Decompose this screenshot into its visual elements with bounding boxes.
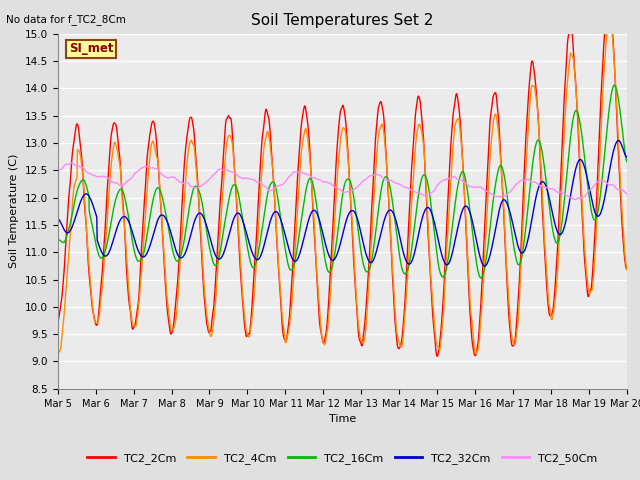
- TC2_32Cm: [166, 228, 174, 234]
- TC2_2Cm: [605, 2, 613, 8]
- TC2_2Cm: [244, 331, 252, 336]
- Line: TC2_2Cm: TC2_2Cm: [58, 5, 627, 356]
- TC2_4Cm: [623, 267, 631, 273]
- Text: SI_met: SI_met: [69, 42, 113, 56]
- TC2_16Cm: [623, 159, 631, 165]
- TC2_32Cm: [180, 252, 188, 258]
- TC2_4Cm: [556, 219, 564, 225]
- TC2_50Cm: [54, 167, 61, 173]
- TC2_32Cm: [623, 155, 631, 160]
- TC2_16Cm: [180, 237, 188, 243]
- Line: TC2_16Cm: TC2_16Cm: [58, 85, 627, 278]
- TC2_16Cm: [477, 275, 485, 281]
- TC2_2Cm: [433, 353, 441, 359]
- TC2_4Cm: [54, 348, 61, 353]
- TC2_32Cm: [54, 216, 61, 222]
- TC2_16Cm: [556, 233, 564, 239]
- TC2_50Cm: [431, 186, 439, 192]
- TC2_32Cm: [481, 263, 488, 269]
- TC2_2Cm: [506, 323, 513, 328]
- TC2_50Cm: [68, 160, 76, 166]
- TC2_32Cm: [614, 138, 622, 144]
- TC2_50Cm: [506, 190, 513, 195]
- TC2_16Cm: [244, 248, 252, 253]
- TC2_4Cm: [472, 351, 479, 357]
- TC2_50Cm: [556, 189, 564, 195]
- TC2_50Cm: [571, 196, 579, 202]
- TC2_2Cm: [431, 335, 438, 341]
- X-axis label: Time: Time: [329, 414, 356, 424]
- TC2_16Cm: [54, 237, 61, 242]
- TC2_2Cm: [54, 320, 61, 325]
- TC2_4Cm: [244, 333, 252, 339]
- TC2_32Cm: [506, 208, 513, 214]
- Text: No data for f_TC2_8Cm: No data for f_TC2_8Cm: [6, 14, 126, 25]
- TC2_2Cm: [623, 266, 631, 272]
- TC2_50Cm: [623, 191, 631, 197]
- TC2_16Cm: [611, 82, 618, 88]
- TC2_50Cm: [181, 180, 189, 186]
- Y-axis label: Soil Temperature (C): Soil Temperature (C): [9, 154, 19, 268]
- TC2_4Cm: [431, 326, 438, 332]
- TC2_32Cm: [556, 232, 564, 238]
- TC2_4Cm: [506, 310, 513, 316]
- TC2_16Cm: [166, 236, 174, 242]
- Legend: TC2_2Cm, TC2_4Cm, TC2_16Cm, TC2_32Cm, TC2_50Cm: TC2_2Cm, TC2_4Cm, TC2_16Cm, TC2_32Cm, TC…: [83, 449, 602, 468]
- Line: TC2_4Cm: TC2_4Cm: [58, 24, 627, 354]
- TC2_2Cm: [180, 162, 188, 168]
- TC2_32Cm: [431, 221, 438, 227]
- TC2_50Cm: [167, 174, 175, 180]
- TC2_4Cm: [166, 323, 174, 329]
- TC2_16Cm: [431, 234, 438, 240]
- TC2_16Cm: [506, 214, 513, 219]
- TC2_2Cm: [166, 330, 174, 336]
- Line: TC2_32Cm: TC2_32Cm: [58, 141, 627, 266]
- TC2_4Cm: [606, 22, 614, 27]
- TC2_32Cm: [244, 236, 252, 241]
- TC2_50Cm: [244, 176, 252, 181]
- Line: TC2_50Cm: TC2_50Cm: [58, 163, 627, 199]
- Title: Soil Temperatures Set 2: Soil Temperatures Set 2: [252, 13, 433, 28]
- TC2_4Cm: [180, 198, 188, 204]
- TC2_2Cm: [556, 193, 564, 199]
